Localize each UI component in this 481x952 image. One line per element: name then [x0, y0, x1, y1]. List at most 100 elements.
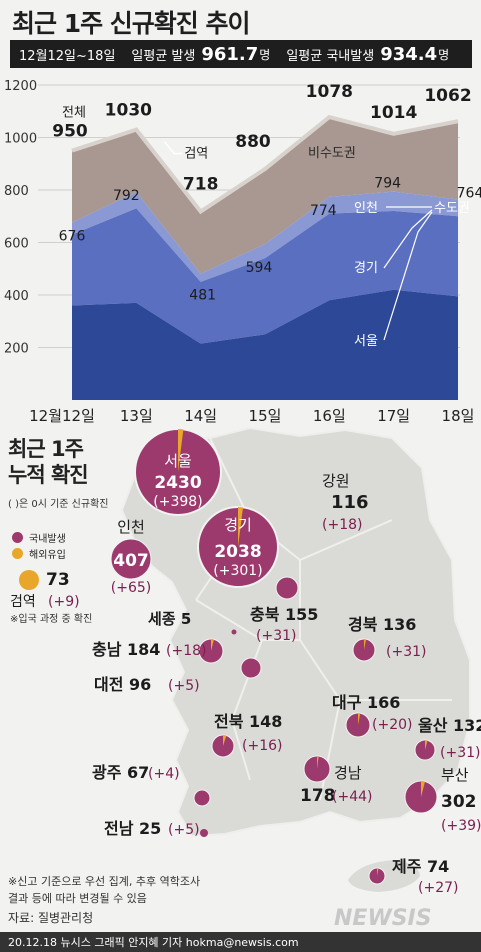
avg-label: 일평균 발생: [131, 48, 196, 64]
source: 자료: 질병관리청: [8, 911, 94, 925]
y-tick-label: 200: [4, 342, 29, 357]
region-name-seoul: 서울: [164, 452, 192, 470]
capital-value-label: 676: [59, 229, 86, 245]
region-label-sejong: 세종 5: [148, 610, 191, 628]
footnote: ※신고 기준으로 우선 집계, 추후 역학조사 결과 등에 따라 변경될 수 있…: [8, 873, 200, 907]
region-bubble-gwangju: [193, 789, 211, 807]
x-tick-label: 12월12일: [29, 407, 95, 425]
region-bubble-jeonnam: [200, 829, 208, 837]
total-prefix-label: 전체: [62, 106, 86, 121]
region-new-jeju: (+27): [418, 880, 458, 896]
y-tick-label: 800: [4, 184, 29, 199]
total-value-label: 1030: [105, 101, 152, 121]
overseas-wedge-gyeonggi: [238, 507, 244, 547]
region-name-busan: 부산: [441, 766, 469, 784]
region-new-ulsan: (+31): [440, 745, 480, 761]
region-new-daegu: (+20): [372, 717, 412, 733]
quarantine-total: 73: [46, 570, 70, 590]
region-total-busan: 302: [441, 792, 477, 812]
region-total-incheon: 407: [113, 551, 149, 571]
legend-domestic-label: 국내발생: [29, 534, 66, 545]
overseas-wedge-busan: [421, 781, 425, 797]
total-value-label: 880: [235, 132, 271, 152]
region-label-chungnam: 충남 184: [92, 640, 160, 659]
region-bubble-sejong: [231, 629, 237, 635]
total-value-label: 1062: [424, 86, 471, 106]
region-name-gyeongnam: 경남: [334, 764, 362, 782]
province-boundary: [299, 519, 393, 561]
region-total-gyeonggi: 2038: [214, 542, 261, 562]
domestic-swatch: [12, 532, 23, 543]
quarantine-name: 검역: [10, 594, 36, 610]
legend-domestic: 국내발생: [12, 530, 66, 545]
quarantine-area-label: 검역: [184, 147, 208, 162]
capital-value-label: 774: [310, 203, 337, 219]
province-boundary: [319, 699, 341, 801]
footnote-line1: ※신고 기준으로 우선 집계, 추후 역학조사: [8, 875, 201, 888]
map-title-line1: 최근 1주: [8, 437, 84, 461]
map-title-line2: 누적 확진: [8, 463, 89, 487]
avg-unit: 명: [259, 47, 271, 62]
overseas-wedge-gyeongnam: [317, 756, 319, 769]
capital-value-label: 794: [374, 176, 401, 192]
region-label-jeju: 제주 74: [392, 857, 449, 876]
non-capital-label: 비수도권: [308, 146, 356, 161]
credit-text: 20.12.18 뉴시스 그래픽 안지혜 기자 hokma@newsis.com: [8, 936, 299, 949]
overseas-wedge-jeju: [377, 868, 379, 876]
region-new-chungnam: (+18): [166, 643, 206, 659]
credit-bar: 20.12.18 뉴시스 그래픽 안지혜 기자 hokma@newsis.com: [0, 932, 481, 952]
region-new-gwangju: (+4): [148, 766, 180, 782]
area-incheon: [72, 191, 458, 282]
capital-value-label: 481: [189, 288, 216, 304]
gyeonggi-area-label: 경기: [354, 261, 378, 276]
overseas-wedge-chungnam: [211, 639, 214, 651]
y-tick-label: 600: [4, 237, 29, 252]
region-new-chungbuk: (+31): [256, 628, 296, 644]
region-name-incheon: 인천: [117, 518, 145, 536]
x-tick-label: 16일: [313, 407, 346, 425]
seoul-area-label: 서울: [354, 334, 378, 349]
incheon-area-label: 인천: [354, 201, 378, 216]
region-new-daejeon: (+5): [168, 678, 200, 694]
region-new-jeonbuk: (+16): [242, 738, 282, 754]
total-value-label: 1014: [370, 103, 417, 123]
x-tick-label: 13일: [120, 407, 153, 425]
capital-value-label: 594: [246, 260, 273, 276]
region-label-daegu: 대구 166: [332, 693, 400, 712]
quarantine-note: ※입국 과정 중 확진: [10, 612, 92, 625]
chart-and-map-canvas: 200 400 600 800 1000 1200 12월12일 13일 14일 15일 16일 17…: [4, 79, 481, 896]
y-tick-label: 400: [4, 289, 29, 304]
region-total-seoul: 2430: [154, 473, 201, 493]
x-tick-label: 15일: [249, 407, 282, 425]
region-name-gyeonggi: 경기: [224, 516, 252, 534]
area-non-capital: [72, 117, 458, 274]
total-value-label: 950: [52, 122, 88, 142]
overseas-wedge-jeonbuk: [223, 735, 227, 746]
domestic-avg-value: 934.4: [380, 43, 438, 65]
area-quarantine: [71, 114, 459, 215]
region-label-jeonnam: 전남 25: [104, 819, 161, 838]
overseas-wedge-seoul: [178, 429, 184, 472]
footnote-line2: 결과 등에 따라 변경될 수 있음: [8, 892, 147, 905]
overseas-wedge-ulsan: [425, 740, 428, 750]
domestic-avg-label: 일평균 국내발생: [286, 48, 375, 64]
region-label-chungbuk: 충북 155: [250, 605, 318, 624]
avg-value: 961.7: [201, 43, 259, 65]
region-new-gyeonggi: (+301): [213, 563, 262, 579]
region-new-seoul: (+398): [153, 494, 202, 510]
region-total-gyeongnam: 178: [300, 786, 336, 806]
map-note: ( )은 0시 기준 신규확진: [8, 499, 109, 510]
x-tick-label: 14일: [184, 407, 217, 425]
region-new-busan: (+39): [441, 818, 481, 834]
region-total-gangwon: 116: [331, 492, 369, 513]
map-section-title: 최근 1주 누적 확진: [8, 436, 89, 488]
region-label-jeonbuk: 전북 148: [214, 712, 282, 731]
overseas-wedge-gyeongbuk: [364, 639, 367, 650]
region-label-gyeongbuk: 경북 136: [348, 615, 416, 634]
quarantine-leader: [163, 141, 183, 155]
region-new-incheon: (+65): [111, 580, 151, 596]
x-tick-label: 17일: [377, 407, 410, 425]
area-gyeonggi: [72, 208, 458, 344]
chart-title: 최근 1주 신규확진 추이: [12, 9, 251, 38]
total-value-label: 718: [183, 175, 219, 195]
